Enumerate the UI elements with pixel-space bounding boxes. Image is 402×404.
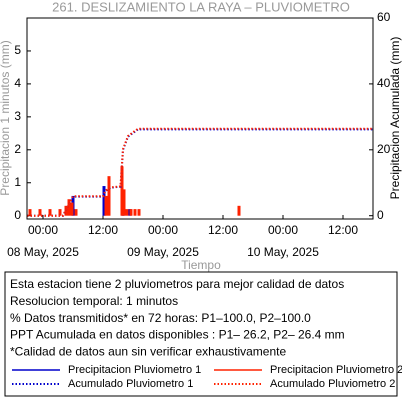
info-line: PPT Acumulada en datos disponibles : P1–…	[10, 328, 345, 342]
plot-frame	[26, 17, 374, 220]
bar	[122, 189, 126, 216]
y-tick-label: 1	[14, 175, 21, 189]
y-tick-label: 2	[14, 142, 21, 156]
y-tick-label: 0	[14, 208, 21, 222]
x-tick-label: 12:00	[328, 223, 358, 237]
bar	[67, 199, 71, 216]
x-axis-label: Tiempo	[181, 258, 221, 272]
x-tick-label: 00:00	[28, 223, 58, 237]
x-date-label: 08 May, 2025	[7, 245, 79, 259]
bar	[129, 209, 133, 216]
bar	[125, 209, 129, 216]
x-tick-label: 00:00	[268, 223, 298, 237]
legend-label: Precipitacion Pluviometro 2	[270, 364, 402, 376]
info-line: Esta estacion tiene 2 pluviometros para …	[10, 277, 344, 291]
x-date-label: 09 May, 2025	[127, 245, 199, 259]
x-tick-label: 12:00	[88, 223, 118, 237]
legend-label: Acumulado Pluviometro 2	[270, 378, 395, 390]
chart-title: 261. DESLIZAMIENTO LA RAYA – PLUVIOMETRO	[52, 0, 350, 14]
bar	[237, 205, 241, 216]
y2-tick-label: 20	[377, 142, 391, 156]
line	[27, 127, 373, 217]
bar	[102, 186, 106, 216]
y2-tick-label: 60	[377, 10, 391, 24]
bar	[48, 209, 52, 216]
bar	[107, 176, 111, 216]
info-line: Resolucion temporal: 1 minutos	[10, 294, 178, 308]
bar	[38, 209, 42, 216]
bar	[70, 202, 74, 216]
y2-tick-label: 0	[377, 208, 384, 222]
y-tick-label: 4	[14, 76, 21, 90]
bar	[133, 209, 137, 216]
line	[27, 128, 373, 217]
x-tick-label: 00:00	[148, 223, 178, 237]
y2-axis-label: Precipitacion Acumulada (mm)	[388, 37, 402, 200]
y-axis-label: Precipitacion 1 minutos (mm)	[0, 40, 12, 195]
bar	[137, 209, 141, 216]
bar	[64, 205, 68, 216]
x-tick-label: 12:00	[208, 223, 238, 237]
bar	[58, 209, 62, 216]
info-line: *Calidad de datos aun sin verificar exha…	[10, 344, 286, 358]
bar	[120, 166, 124, 216]
legend-label: Acumulado Pluviometro 1	[68, 378, 193, 390]
x-date-label: 10 May, 2025	[247, 245, 319, 259]
bar	[104, 195, 108, 216]
bar	[74, 209, 78, 216]
y-tick-label: 5	[14, 43, 21, 57]
bar	[28, 209, 32, 216]
y-tick-label: 3	[14, 109, 21, 123]
y2-tick-label: 40	[377, 76, 391, 90]
info-box	[4, 271, 398, 397]
legend-label: Precipitacion Pluviometro 1	[68, 364, 201, 376]
info-line: % Datos transmitidos* en 72 horas: P1–10…	[10, 311, 311, 325]
